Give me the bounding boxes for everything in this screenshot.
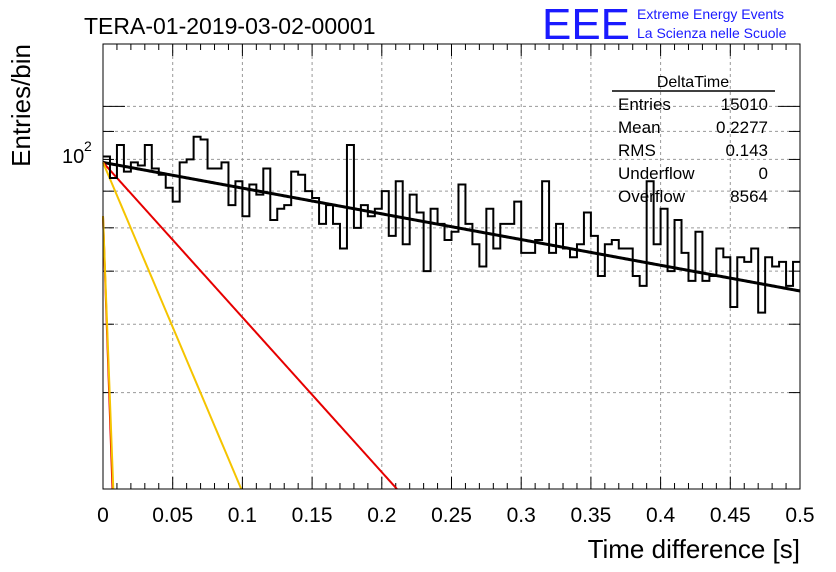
fit-curve [102,216,115,490]
stats-row-value: 15010 [721,95,768,114]
x-tick-label: 0.15 [292,504,333,527]
stats-title: DeltaTime [657,74,729,91]
x-tick-label: 0.1 [228,504,257,527]
plot-frame [102,43,801,490]
stats-row-value: 0.143 [725,141,768,160]
stats-row-label: Underflow [618,164,695,183]
stats-row-label: Mean [618,118,661,137]
stats-row-value: 0 [759,164,768,183]
x-tick-label: 0 [97,504,109,527]
x-tick-label: 0.25 [431,504,472,527]
fit-curve [102,162,243,490]
logo-line-2: La Scienza nelle Scuole [637,25,787,41]
x-axis-label: Time difference [s] [588,534,800,564]
x-tick-label: 0.05 [152,504,193,527]
stats-row-value: 8564 [730,187,768,206]
x-tick-label: 0.4 [646,504,676,527]
fit-curves [102,160,801,490]
x-tick-labels: 0 0.05 0.1 0.15 0.2 0.25 0.3 0.35 0.4 0.45 0.5 [97,504,814,527]
x-tick-label: 0.3 [507,504,536,527]
histogram-series [103,135,800,314]
logo-line-1: Extreme Energy Events [637,6,784,22]
stats-row-value: 0.2277 [716,118,768,137]
x-tick-label: 0.5 [785,504,814,527]
stats-row-label: RMS [618,141,656,160]
y-axis-label: Entries/bin [6,44,36,167]
logo: EEE Extreme Energy Events La Scienza nel… [542,0,787,49]
y-tick-label-exponent: 2 [84,138,92,154]
stats-rows: Entries 15010 Mean 0.2277 RMS 0.143 Underflow 0… [618,95,768,206]
y-tick-label: 10 2 [62,138,92,168]
x-tick-label: 0.2 [367,504,396,527]
y-tick-label-base: 10 [62,146,84,168]
stats-row-label: Entries [618,95,671,114]
logo-mark: EEE [542,0,630,49]
fit-curve [102,160,801,293]
stats-row-label: Overflow [618,187,686,206]
fit-curve [102,161,398,490]
chart-title: TERA-01-2019-03-02-00001 [84,13,376,39]
x-tick-label: 0.45 [710,504,751,527]
x-tick-label: 0.35 [570,504,611,527]
stats-box: DeltaTime Entries 15010 Mean 0.2277 RMS 0.143… [612,74,775,206]
